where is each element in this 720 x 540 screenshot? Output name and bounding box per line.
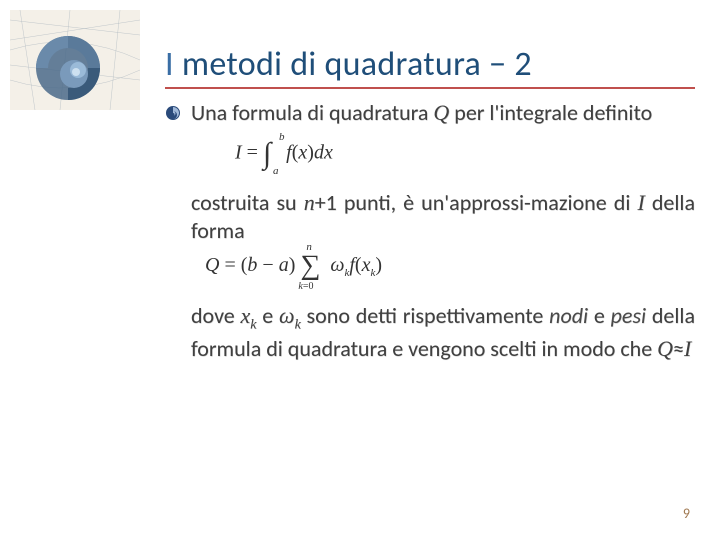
paragraph-1: Una formula di quadratura Q per l'integr…: [191, 99, 652, 127]
term-nodi: nodi: [549, 302, 588, 329]
text: e: [257, 302, 280, 329]
var-I: I: [684, 336, 691, 361]
formula-quadrature: Q = (b − a) n ∑ k=0 ωkf(xk): [205, 253, 695, 280]
text: per l'integrale definito: [449, 99, 652, 126]
text: +1: [315, 189, 337, 216]
paragraph-3: dove xk e ωk sono detti rispettivamente …: [191, 302, 695, 362]
slide-title: I metodi di quadratura − 2: [165, 44, 695, 89]
text: dove: [191, 302, 241, 329]
term-pesi: pesi: [611, 302, 646, 329]
paragraph-2: costruita su n+1 punti, è un'approssi-ma…: [191, 189, 695, 245]
approx-symbol: ≈: [673, 335, 684, 362]
text: e: [588, 302, 611, 329]
bullet-item: Una formula di quadratura Q per l'integr…: [165, 99, 695, 127]
slide-logo: [10, 10, 140, 110]
var-n: n: [304, 190, 315, 215]
var-I: I: [637, 190, 644, 215]
title-prefix: I: [165, 44, 182, 85]
text: Una formula di quadratura: [191, 99, 433, 126]
slide-content: I metodi di quadratura − 2 Una formula d…: [165, 44, 695, 363]
text: costruita su: [191, 189, 304, 216]
var-Q: Q: [657, 336, 673, 361]
text: sono detti rispettivamente: [301, 302, 549, 329]
title-main: metodi di quadratura: [182, 44, 489, 85]
bullet-icon: [165, 105, 181, 121]
page-number: 9: [683, 505, 690, 522]
var-x: x: [241, 303, 251, 328]
formula-integral: I = ∫ b a f(x)dx: [235, 137, 695, 171]
text: punti, è un'approssi-mazione di: [337, 189, 638, 216]
title-suffix: − 2: [489, 44, 532, 85]
var-omega: ω: [279, 303, 295, 328]
var-Q: Q: [433, 100, 449, 125]
